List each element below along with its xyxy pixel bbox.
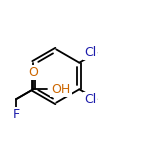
Text: Cl: Cl bbox=[84, 93, 96, 106]
Text: Cl: Cl bbox=[84, 46, 96, 59]
Text: OH: OH bbox=[51, 83, 71, 96]
Text: F: F bbox=[12, 108, 20, 121]
Text: O: O bbox=[28, 66, 38, 79]
